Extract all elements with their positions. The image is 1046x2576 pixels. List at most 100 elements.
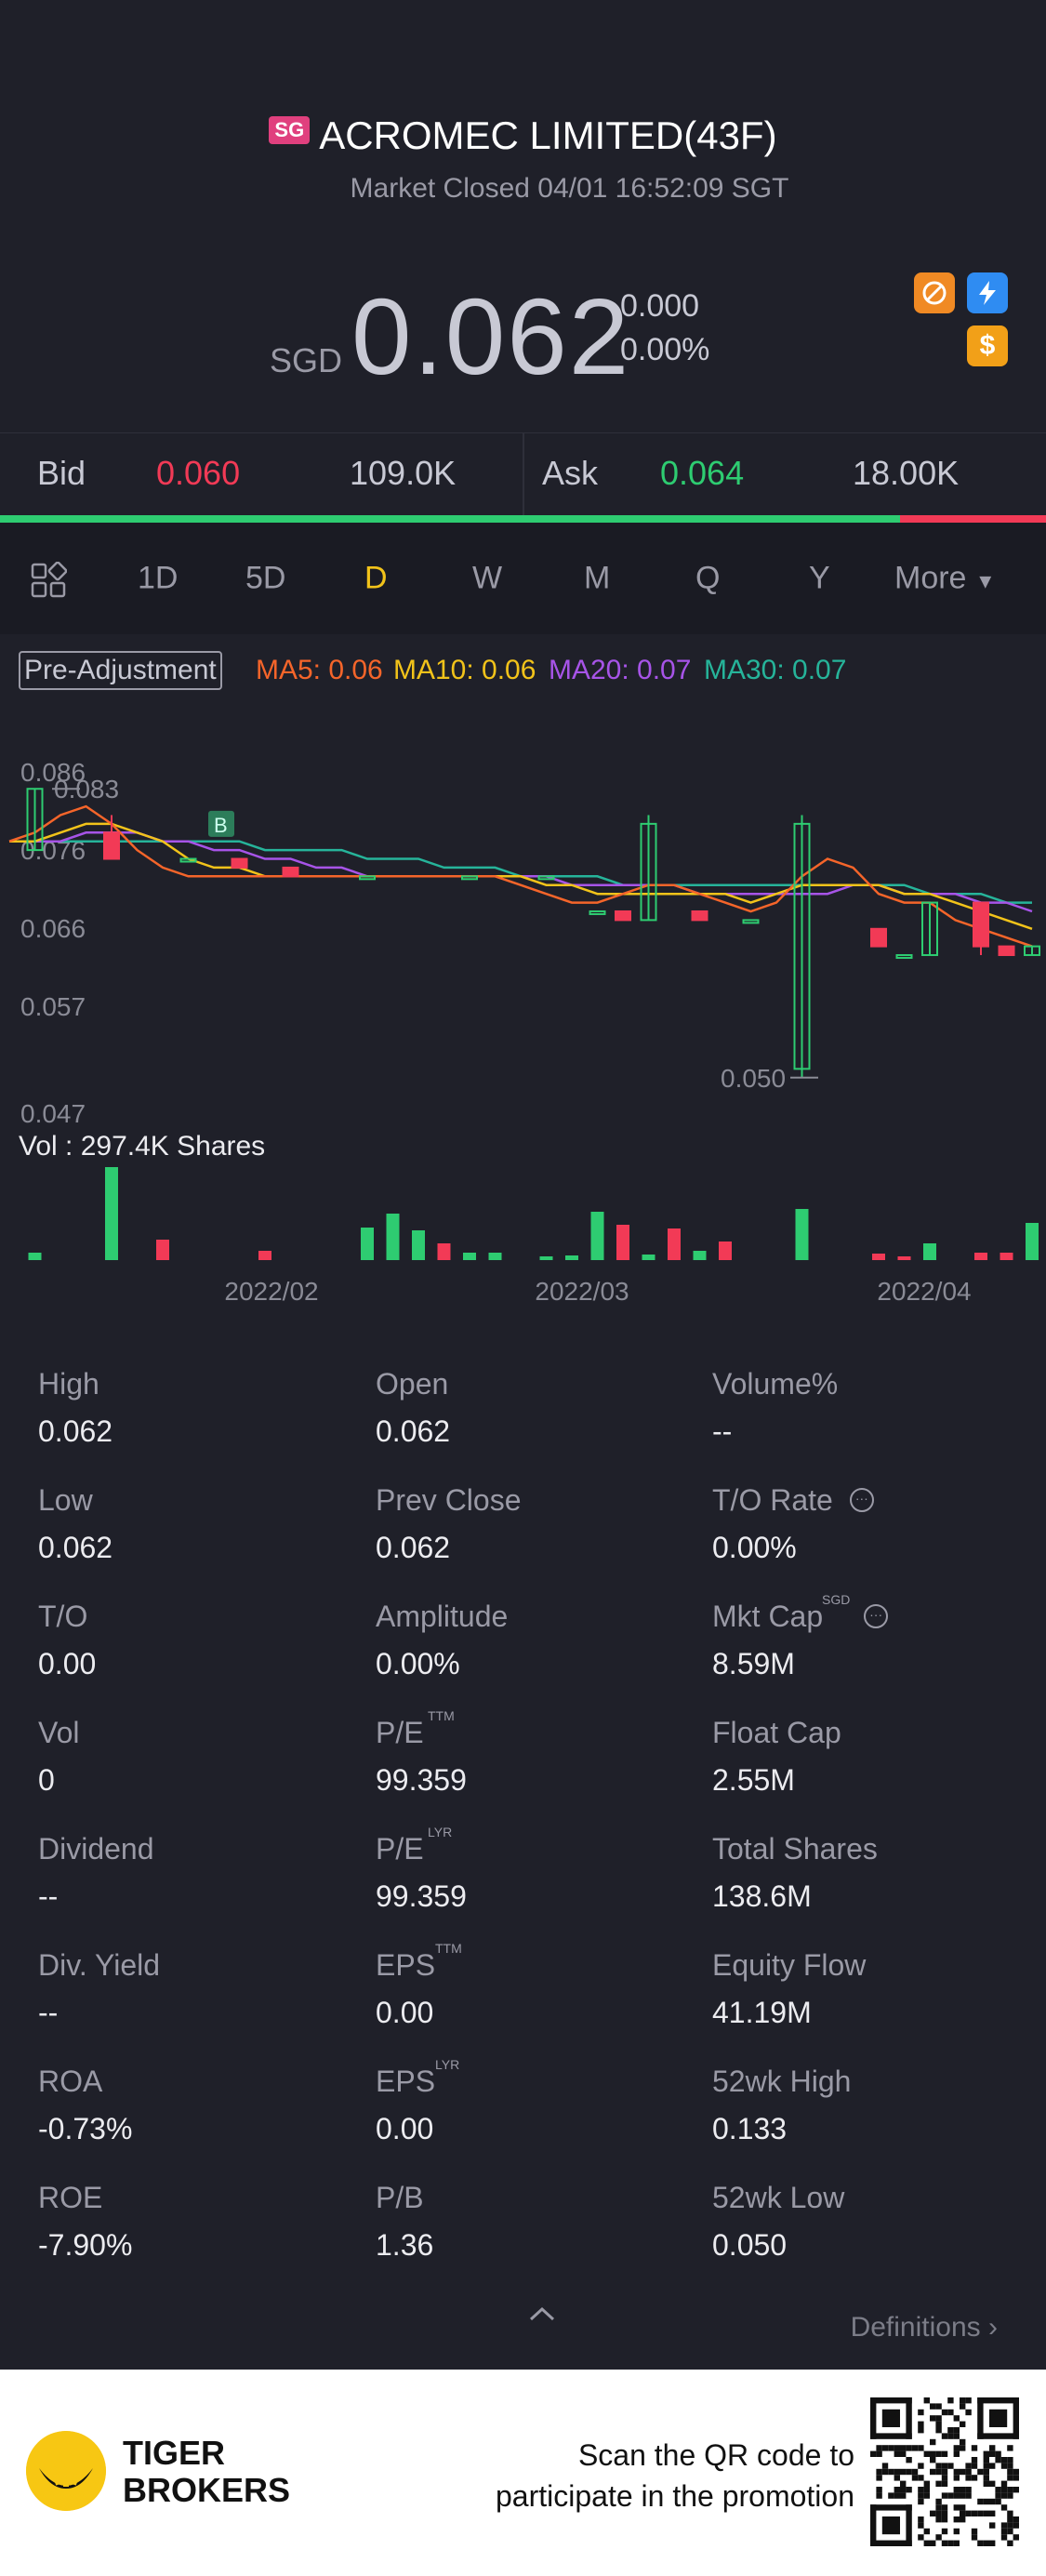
stat-item: Equity Flow 41.19M [712, 1948, 1028, 2030]
qr-module [977, 2433, 1019, 2439]
pre-adjustment-toggle[interactable]: Pre-Adjustment [19, 651, 222, 690]
no-entry-icon[interactable] [914, 272, 955, 313]
candlestick-chart[interactable]: 0.0860.0760.0660.0570.0470.0830.050BVol … [0, 735, 1046, 1311]
qr-module [971, 2457, 978, 2463]
more-info-icon[interactable]: ··· [864, 1603, 889, 1628]
bid-size: 109.0K [350, 454, 457, 492]
qr-module [1013, 2487, 1019, 2493]
tab-5d[interactable]: 5D [245, 560, 286, 596]
qr-module [941, 2409, 948, 2416]
stat-item: Prev Close 0.062 [376, 1483, 692, 1565]
definitions-link[interactable]: Definitions › [851, 2312, 998, 2344]
promo-line-1: Scan the QR code to [577, 2438, 854, 2472]
stat-superscript: TTM [428, 1708, 455, 1723]
lightning-icon[interactable] [967, 272, 1008, 313]
price-change-pct: 0.00% [620, 332, 710, 367]
tab-1d[interactable]: 1D [138, 560, 179, 596]
ask-volume-bar [900, 515, 1046, 523]
qr-module [918, 2492, 924, 2499]
qr-module [1007, 2445, 1013, 2451]
qr-module [906, 2397, 912, 2439]
dollar-icon[interactable]: $ [967, 325, 1008, 366]
qr-module [930, 2403, 936, 2410]
volume-bar [974, 1253, 987, 1260]
qr-code-icon[interactable] [870, 2397, 1019, 2546]
qr-module [894, 2492, 900, 2499]
tab-d[interactable]: D [364, 560, 388, 596]
stat-label: Mkt Cap SGD ··· [712, 1592, 1028, 1634]
qr-module [977, 2540, 984, 2546]
candle-body [1024, 945, 1040, 957]
qr-module [876, 2468, 882, 2476]
caret-down-icon: ▼ [974, 569, 996, 593]
bid-price: 0.060 [156, 454, 241, 492]
stat-value: -7.90% [38, 2228, 133, 2262]
qr-module [941, 2516, 948, 2523]
qr-module [965, 2487, 972, 2493]
qr-module [930, 2450, 936, 2457]
volume-bar [923, 1243, 936, 1260]
grid-icon[interactable] [30, 562, 67, 599]
qr-module [1013, 2516, 1019, 2523]
qr-module [989, 2540, 996, 2546]
stat-value: -- [38, 1996, 59, 2029]
candle-body [895, 954, 913, 960]
qr-module [953, 2504, 960, 2511]
stock-title: ACROMEC LIMITED(43F) [319, 113, 777, 157]
stat-item: P/E TTM 99.359 [376, 1708, 692, 1798]
y-tick-label: 0.057 [20, 992, 86, 1021]
stat-label: EPS TTM [376, 1941, 692, 1983]
qr-module [977, 2510, 984, 2516]
ma5-label: MA5: 0.06 [256, 655, 383, 685]
qr-module [918, 2445, 924, 2451]
qr-module [941, 2433, 948, 2439]
stat-label-text: Amplitude [376, 1600, 509, 1633]
more-info-icon[interactable]: ··· [849, 1487, 874, 1512]
qr-module [989, 2510, 996, 2516]
tab-more[interactable]: More ▼ [894, 561, 996, 597]
stat-label: Prev Close [376, 1483, 692, 1518]
buy-marker-label: B [214, 814, 228, 837]
volume-bar [1000, 1253, 1013, 1260]
qr-module [960, 2504, 966, 2511]
tab-y[interactable]: Y [809, 560, 830, 596]
qr-module [918, 2516, 924, 2523]
qr-module [953, 2445, 960, 2451]
stat-item[interactable]: T/O Rate ··· 0.00% [712, 1483, 1028, 1565]
tab-w[interactable]: W [472, 560, 503, 596]
tab-m[interactable]: M [584, 560, 611, 596]
qr-module [983, 2510, 989, 2516]
stat-item[interactable]: Mkt Cap SGD ··· 8.59M [712, 1592, 1028, 1681]
stat-value: 0.050 [712, 2228, 788, 2262]
stat-label-text: Low [38, 1483, 93, 1517]
ma30-label: MA30: 0.07 [704, 655, 847, 685]
chevron-up-icon[interactable] [528, 2304, 556, 2323]
tab-more-label: More [894, 560, 967, 596]
stat-label-text: Volume% [712, 1367, 839, 1401]
stat-value: 0.062 [38, 1414, 113, 1448]
candle-body [793, 822, 811, 1070]
qr-module [876, 2445, 882, 2451]
stat-item: Div. Yield -- [38, 1948, 354, 2030]
ma20-line [9, 831, 1033, 913]
qr-module [923, 2540, 930, 2546]
qr-module [953, 2415, 960, 2422]
stat-value: -0.73% [38, 2112, 133, 2145]
qr-module [953, 2516, 960, 2523]
qr-module [1007, 2468, 1013, 2476]
stat-item: 52wk High 0.133 [712, 2065, 1028, 2146]
qr-module [1007, 2522, 1013, 2529]
stat-value: 0.00 [376, 1996, 434, 2029]
tab-q[interactable]: Q [695, 560, 721, 596]
qr-module [930, 2540, 936, 2546]
qr-module [941, 2504, 948, 2511]
qr-module [900, 2445, 907, 2451]
candle-body [461, 875, 478, 881]
qr-module [935, 2427, 942, 2434]
qr-module [947, 2540, 954, 2546]
candle-body [640, 822, 657, 922]
qr-module [1000, 2487, 1008, 2493]
stat-label-text: P/E [376, 1716, 424, 1749]
qr-module [911, 2468, 919, 2476]
buy-marker [208, 810, 234, 837]
